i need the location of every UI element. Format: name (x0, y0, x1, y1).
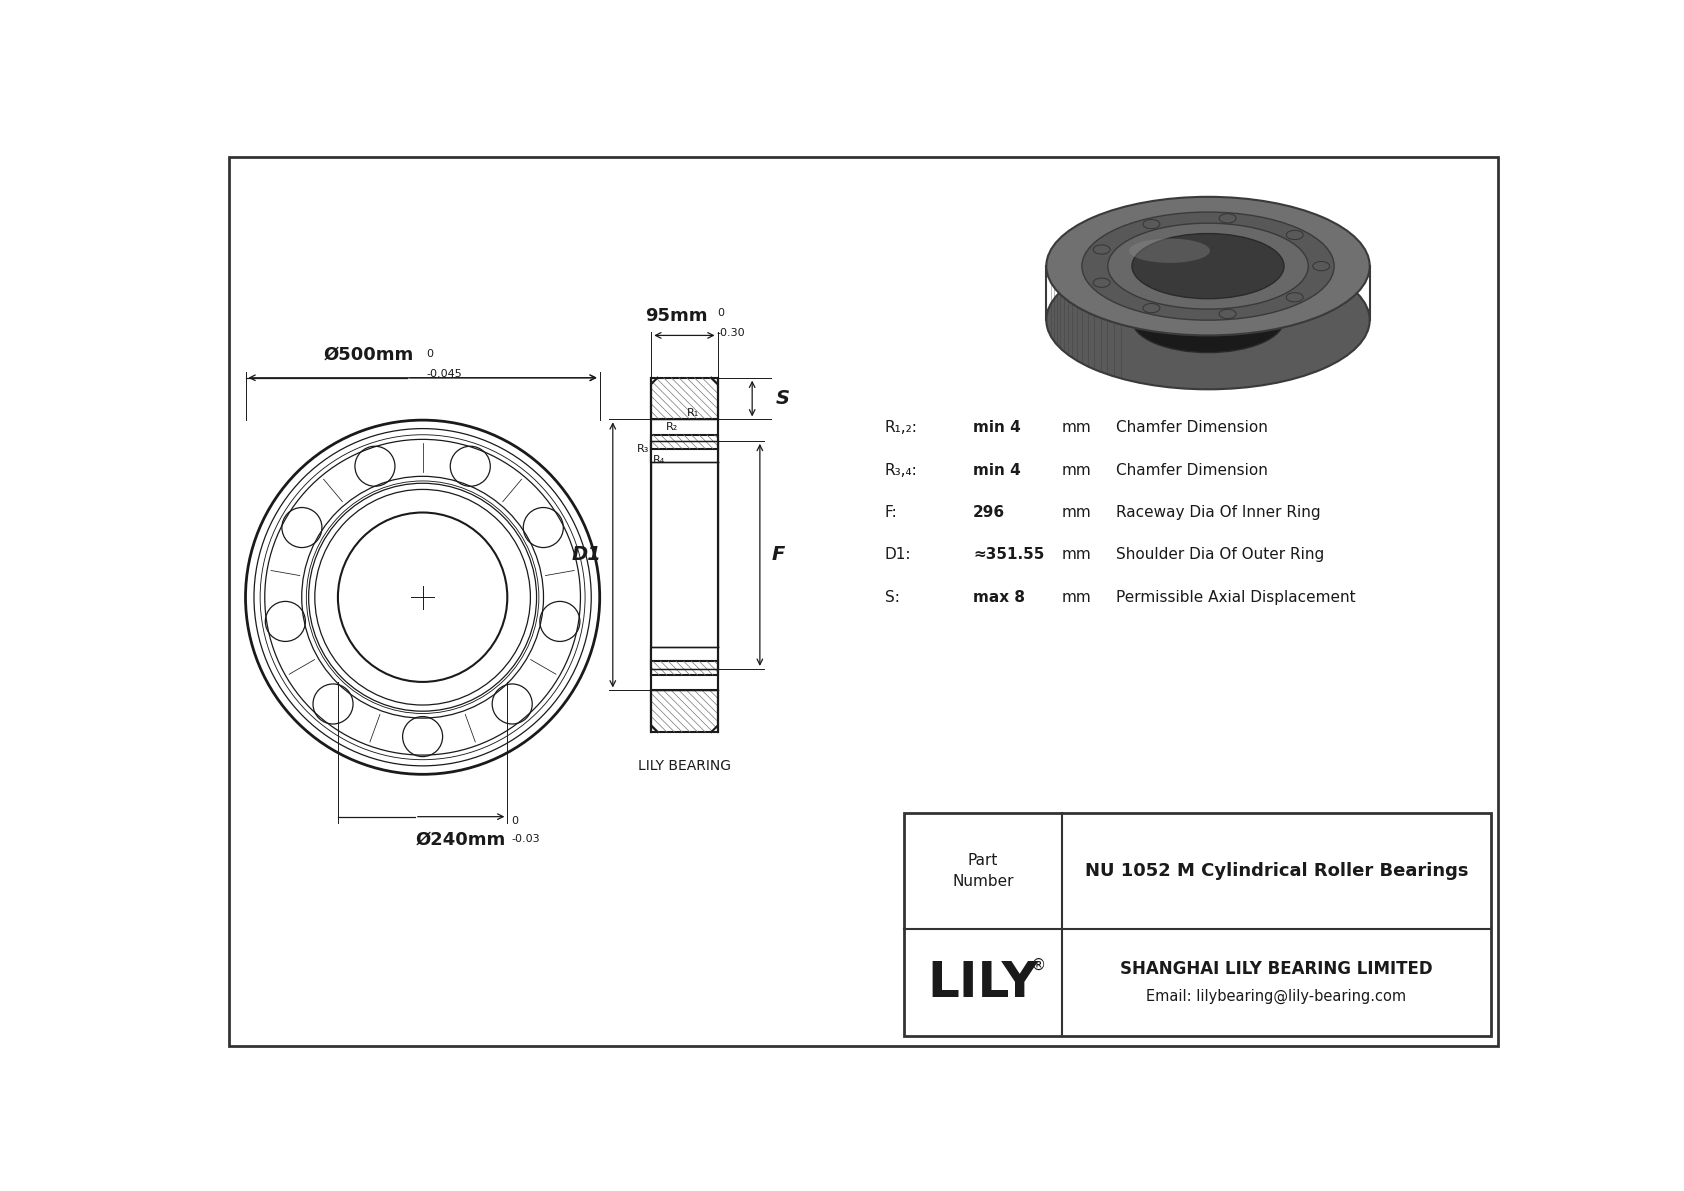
Bar (652, 661, 717, 675)
Text: -0.30: -0.30 (717, 328, 746, 338)
Bar (652, 378, 717, 419)
Ellipse shape (1287, 293, 1303, 303)
Text: Shoulder Dia Of Outer Ring: Shoulder Dia Of Outer Ring (1115, 548, 1324, 562)
Bar (652, 435, 717, 449)
Text: R₁: R₁ (687, 407, 699, 418)
Text: Permissible Axial Displacement: Permissible Axial Displacement (1115, 590, 1356, 605)
Text: 95mm: 95mm (645, 306, 707, 325)
Text: 0: 0 (512, 816, 519, 825)
Text: min 4: min 4 (973, 462, 1021, 478)
Text: Email: lilybearing@lily-bearing.com: Email: lilybearing@lily-bearing.com (1147, 989, 1406, 1004)
Bar (652, 691, 717, 732)
Bar (904, 812, 1490, 1036)
Text: mm: mm (1061, 462, 1091, 478)
Text: Part
Number: Part Number (953, 853, 1014, 888)
Text: Raceway Dia Of Inner Ring: Raceway Dia Of Inner Ring (1115, 505, 1320, 520)
Bar (652, 441, 717, 462)
Bar (652, 462, 717, 647)
Bar (652, 441, 717, 462)
Text: SHANGHAI LILY BEARING LIMITED: SHANGHAI LILY BEARING LIMITED (1120, 960, 1433, 978)
Ellipse shape (1093, 278, 1110, 287)
Text: D1:: D1: (884, 548, 911, 562)
Bar (652, 647, 717, 669)
Text: NU 1052 M Cylindrical Roller Bearings: NU 1052 M Cylindrical Roller Bearings (1084, 862, 1468, 880)
Bar (652, 647, 717, 669)
Ellipse shape (1108, 223, 1308, 310)
Text: Ø500mm: Ø500mm (323, 345, 414, 364)
Ellipse shape (1046, 251, 1369, 389)
Text: Chamfer Dimension: Chamfer Dimension (1115, 420, 1268, 436)
Text: 296: 296 (973, 505, 1005, 520)
Text: mm: mm (1061, 420, 1091, 436)
Ellipse shape (1287, 230, 1303, 239)
Ellipse shape (1143, 304, 1160, 313)
Text: LILY BEARING: LILY BEARING (638, 759, 731, 773)
Text: D1: D1 (571, 545, 601, 565)
Text: F: F (771, 545, 785, 565)
Text: max 8: max 8 (973, 590, 1026, 605)
Text: S: S (775, 389, 790, 409)
Text: ®: ® (1031, 958, 1046, 973)
Text: Chamfer Dimension: Chamfer Dimension (1115, 462, 1268, 478)
Text: R₃,₄:: R₃,₄: (884, 462, 918, 478)
Text: min 4: min 4 (973, 420, 1021, 436)
Ellipse shape (1128, 238, 1209, 263)
Ellipse shape (1219, 213, 1236, 223)
Text: LILY: LILY (928, 959, 1039, 1006)
Bar (652, 441, 717, 462)
Text: R₄: R₄ (653, 455, 665, 464)
Text: F:: F: (884, 505, 898, 520)
Ellipse shape (1314, 262, 1330, 270)
Ellipse shape (1143, 219, 1160, 229)
Text: mm: mm (1061, 590, 1091, 605)
Text: R₃: R₃ (637, 444, 648, 454)
Text: mm: mm (1061, 505, 1091, 520)
Ellipse shape (1132, 287, 1283, 353)
Text: Ø240mm: Ø240mm (416, 830, 507, 848)
Ellipse shape (1219, 310, 1236, 318)
Text: ≈351.55: ≈351.55 (973, 548, 1044, 562)
Text: -0.03: -0.03 (512, 834, 541, 843)
Text: S:: S: (884, 590, 899, 605)
Text: R₂: R₂ (665, 423, 679, 432)
Text: mm: mm (1061, 548, 1091, 562)
Ellipse shape (1093, 245, 1110, 254)
Text: 0: 0 (717, 308, 724, 318)
Text: R₁,₂:: R₁,₂: (884, 420, 918, 436)
Text: -0.045: -0.045 (426, 368, 461, 379)
Ellipse shape (1046, 197, 1369, 336)
Text: 0: 0 (426, 349, 433, 360)
Ellipse shape (1132, 233, 1283, 299)
Ellipse shape (1081, 212, 1334, 320)
